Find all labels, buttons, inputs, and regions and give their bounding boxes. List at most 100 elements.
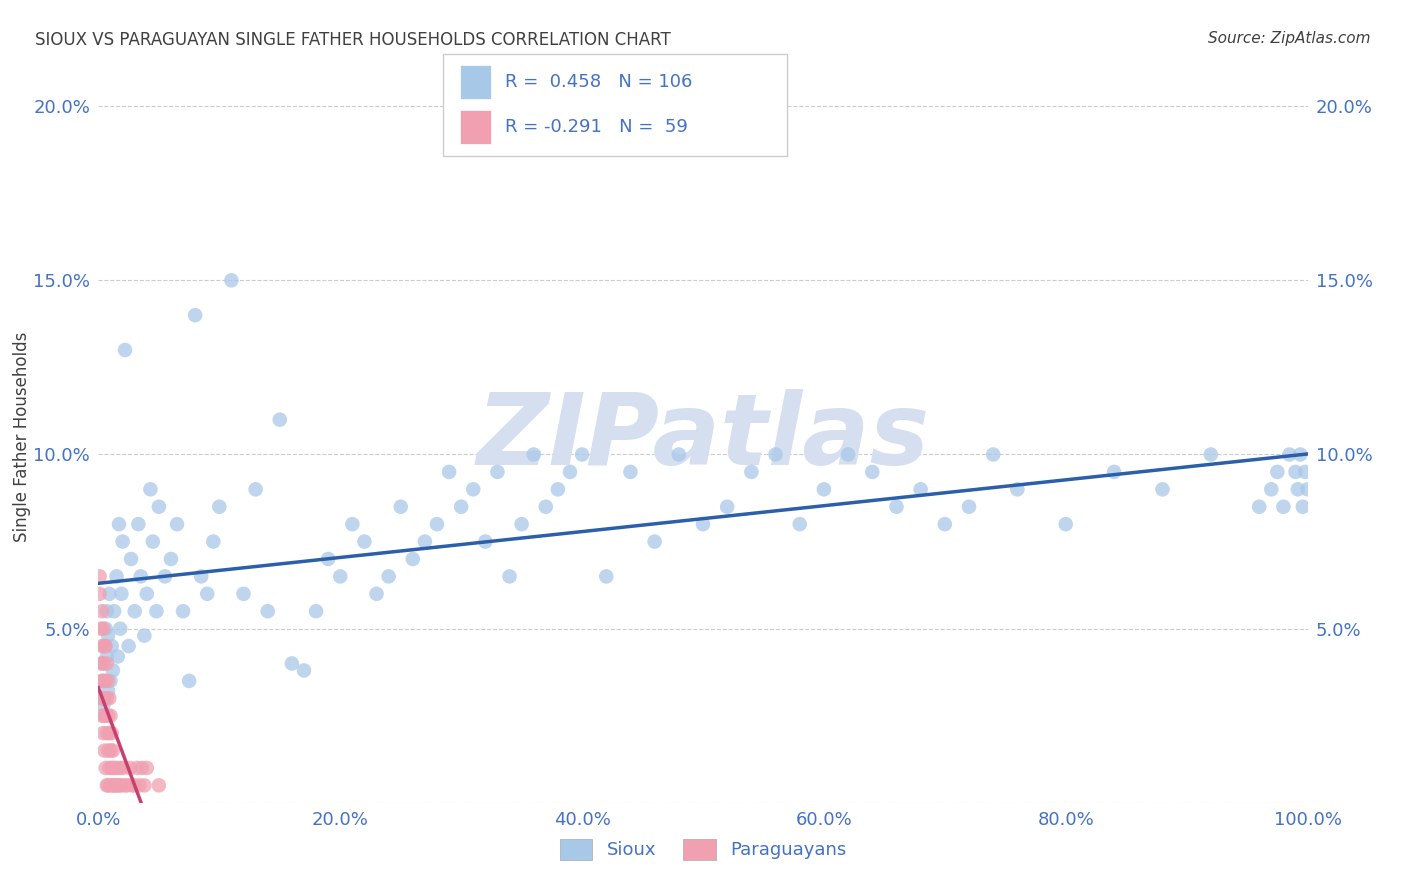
Text: SIOUX VS PARAGUAYAN SINGLE FATHER HOUSEHOLDS CORRELATION CHART: SIOUX VS PARAGUAYAN SINGLE FATHER HOUSEH…	[35, 31, 671, 49]
Point	[837, 448, 859, 462]
Point	[128, 778, 150, 792]
Point	[558, 465, 581, 479]
Point	[860, 465, 883, 479]
Point	[91, 622, 114, 636]
Point	[172, 604, 194, 618]
Point	[117, 778, 139, 792]
Point	[114, 343, 136, 357]
Point	[1199, 448, 1222, 462]
Point	[644, 534, 666, 549]
Point	[93, 708, 115, 723]
Point	[93, 639, 115, 653]
Point	[1007, 483, 1029, 497]
Point	[93, 639, 115, 653]
Point	[981, 448, 1004, 462]
Point	[813, 483, 835, 497]
Point	[100, 639, 122, 653]
Point	[89, 587, 111, 601]
Point	[1289, 448, 1312, 462]
Point	[765, 448, 787, 462]
Point	[523, 448, 546, 462]
Point	[100, 673, 122, 688]
Point	[1260, 483, 1282, 497]
Point	[120, 552, 142, 566]
Point	[100, 708, 122, 723]
Point	[1284, 465, 1306, 479]
Point	[111, 761, 134, 775]
Point	[127, 517, 149, 532]
Point	[134, 629, 156, 643]
Point	[534, 500, 557, 514]
Point	[1249, 500, 1271, 514]
Point	[934, 517, 956, 532]
Point	[89, 569, 111, 583]
Point	[245, 483, 267, 497]
Point	[1152, 483, 1174, 497]
Point	[342, 517, 364, 532]
Point	[145, 604, 167, 618]
Point	[101, 743, 124, 757]
Point	[97, 629, 120, 643]
Point	[135, 761, 157, 775]
Point	[104, 778, 127, 792]
Point	[148, 778, 170, 792]
Point	[94, 673, 117, 688]
Point	[100, 778, 122, 792]
Point	[389, 500, 412, 514]
Point	[886, 500, 908, 514]
Point	[619, 465, 641, 479]
Point	[108, 761, 131, 775]
Point	[98, 726, 121, 740]
Point	[142, 534, 165, 549]
Point	[571, 448, 593, 462]
Point	[1286, 483, 1309, 497]
Point	[96, 657, 118, 671]
Point	[105, 761, 128, 775]
Point	[1054, 517, 1077, 532]
Point	[353, 534, 375, 549]
Point	[101, 778, 124, 792]
Point	[97, 673, 120, 688]
Point	[94, 639, 117, 653]
Point	[256, 604, 278, 618]
Point	[377, 569, 399, 583]
Point	[90, 622, 112, 636]
Point	[100, 761, 122, 775]
Point	[100, 726, 122, 740]
Point	[426, 517, 449, 532]
Y-axis label: Single Father Households: Single Father Households	[13, 332, 31, 542]
Point	[437, 465, 460, 479]
Point	[91, 639, 114, 653]
Point	[97, 684, 120, 698]
Point	[498, 569, 520, 583]
Point	[91, 708, 114, 723]
Point	[547, 483, 569, 497]
Point	[91, 673, 114, 688]
Point	[103, 778, 125, 792]
Point	[316, 552, 339, 566]
Point	[474, 534, 496, 549]
Point	[124, 604, 146, 618]
Point	[91, 657, 114, 671]
Point	[91, 691, 114, 706]
Point	[91, 726, 114, 740]
Point	[366, 587, 388, 601]
Point	[94, 761, 117, 775]
Point	[110, 587, 132, 601]
Point	[957, 500, 980, 514]
Point	[124, 778, 146, 792]
Point	[111, 534, 134, 549]
Point	[692, 517, 714, 532]
Point	[91, 698, 114, 713]
Legend: Sioux, Paraguayans: Sioux, Paraguayans	[553, 831, 853, 867]
Point	[118, 761, 141, 775]
Point	[292, 664, 315, 678]
Point	[98, 587, 121, 601]
Point	[97, 778, 120, 792]
Point	[110, 778, 132, 792]
Point	[160, 552, 183, 566]
Text: Source: ZipAtlas.com: Source: ZipAtlas.com	[1208, 31, 1371, 46]
Point	[100, 743, 122, 757]
Point	[510, 517, 533, 532]
Point	[98, 691, 121, 706]
